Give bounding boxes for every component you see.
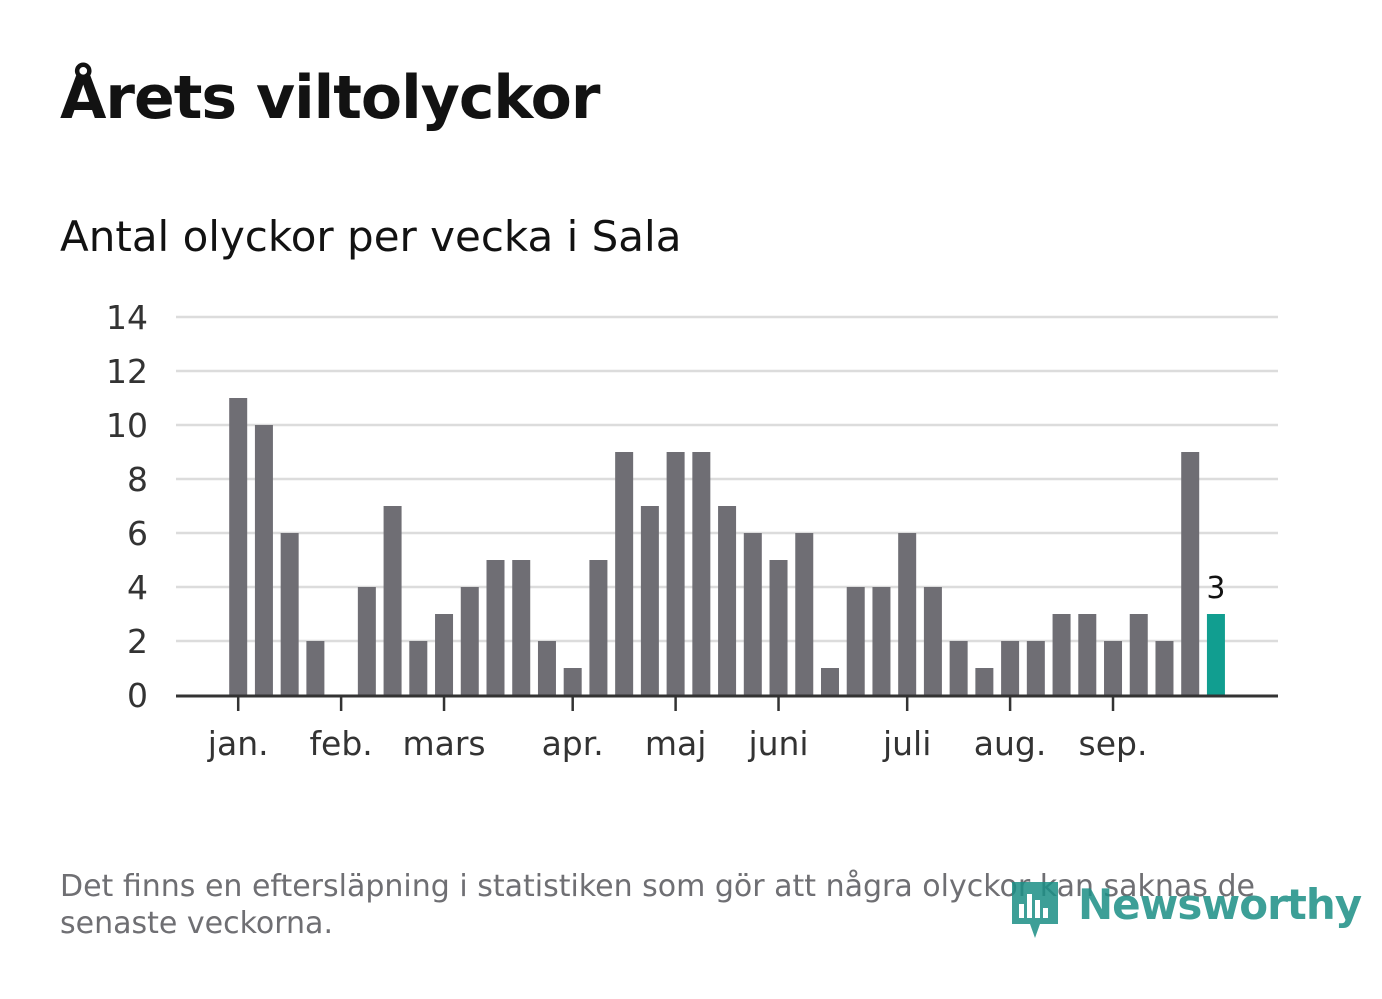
y-axis-ticks: 0 2 4 6 8 10 12 14 bbox=[106, 298, 148, 715]
bar-week-7 bbox=[383, 506, 402, 695]
newsworthy-logo: Newsworthy bbox=[1010, 878, 1362, 944]
bars bbox=[229, 398, 1225, 695]
x-tick-label: apr. bbox=[542, 724, 604, 763]
bar-week-15 bbox=[589, 560, 608, 695]
bar-week-16 bbox=[615, 452, 634, 695]
bar-week-26 bbox=[872, 587, 891, 695]
bar-week-36 bbox=[1129, 614, 1148, 695]
bar-week-35 bbox=[1104, 641, 1123, 695]
bar-week-37 bbox=[1155, 641, 1174, 695]
bar-week-6 bbox=[357, 587, 376, 695]
bar-week-30 bbox=[975, 668, 994, 695]
bar-week-9 bbox=[435, 614, 454, 695]
bar-week-28 bbox=[923, 587, 942, 695]
x-axis-ticks: jan. feb. mars apr. maj juni juli aug. sep. bbox=[207, 697, 1148, 763]
chart-title: Årets viltolyckor bbox=[60, 63, 600, 133]
y-tick-label-14: 14 bbox=[106, 298, 148, 337]
newsworthy-logo-text: Newsworthy bbox=[1078, 880, 1362, 929]
x-tick-label: aug. bbox=[974, 724, 1047, 763]
y-tick-label-6: 6 bbox=[127, 514, 148, 553]
bar-week-19 bbox=[692, 452, 711, 695]
bar-week-20 bbox=[718, 506, 737, 695]
bar-week-10 bbox=[460, 587, 479, 695]
x-tick-label: jan. bbox=[207, 724, 269, 763]
bar-week-18 bbox=[666, 452, 685, 695]
bar-latest-week bbox=[1206, 614, 1225, 695]
bar-week-13 bbox=[537, 641, 556, 695]
bar-week-27 bbox=[898, 533, 917, 695]
y-tick-label-2: 2 bbox=[127, 622, 148, 661]
chart-subtitle: Antal olyckor per vecka i Sala bbox=[60, 212, 682, 261]
bar-week-11 bbox=[486, 560, 505, 695]
x-tick-label: maj bbox=[645, 724, 707, 763]
y-tick-label-12: 12 bbox=[106, 352, 148, 391]
bar-week-31 bbox=[1001, 641, 1020, 695]
bar-chart: 0 2 4 6 8 10 12 14 jan. feb. mars apr. maj juni juli a… bbox=[106, 298, 1278, 763]
bar-week-25 bbox=[846, 587, 865, 695]
x-tick-label: juli bbox=[882, 724, 931, 763]
x-tick-label: mars bbox=[402, 724, 485, 763]
y-tick-label-0: 0 bbox=[127, 676, 148, 715]
newsworthy-logo-icon bbox=[1012, 882, 1058, 938]
bar-week-22 bbox=[769, 560, 788, 695]
x-tick-label: sep. bbox=[1079, 724, 1148, 763]
bar-week-8 bbox=[409, 641, 428, 695]
bar-week-4 bbox=[306, 641, 325, 695]
y-tick-label-10: 10 bbox=[106, 406, 148, 445]
bar-week-2 bbox=[254, 425, 273, 695]
bar-week-12 bbox=[512, 560, 531, 695]
bar-week-17 bbox=[640, 506, 659, 695]
bar-week-29 bbox=[949, 641, 968, 695]
data-label-latest: 3 bbox=[1206, 571, 1225, 606]
y-tick-label-4: 4 bbox=[127, 568, 148, 607]
bar-week-23 bbox=[795, 533, 814, 695]
bar-week-38 bbox=[1181, 452, 1200, 695]
x-tick-label: feb. bbox=[309, 724, 372, 763]
bar-week-34 bbox=[1078, 614, 1097, 695]
y-tick-label-8: 8 bbox=[127, 460, 148, 499]
x-tick-label: juni bbox=[747, 724, 808, 763]
bar-week-3 bbox=[280, 533, 299, 695]
bar-week-14 bbox=[563, 668, 582, 695]
bar-week-1 bbox=[229, 398, 248, 695]
data-labels: 3 bbox=[1206, 571, 1225, 606]
bar-week-21 bbox=[743, 533, 762, 695]
bar-week-24 bbox=[820, 668, 839, 695]
bar-week-33 bbox=[1052, 614, 1071, 695]
bar-week-32 bbox=[1026, 641, 1045, 695]
